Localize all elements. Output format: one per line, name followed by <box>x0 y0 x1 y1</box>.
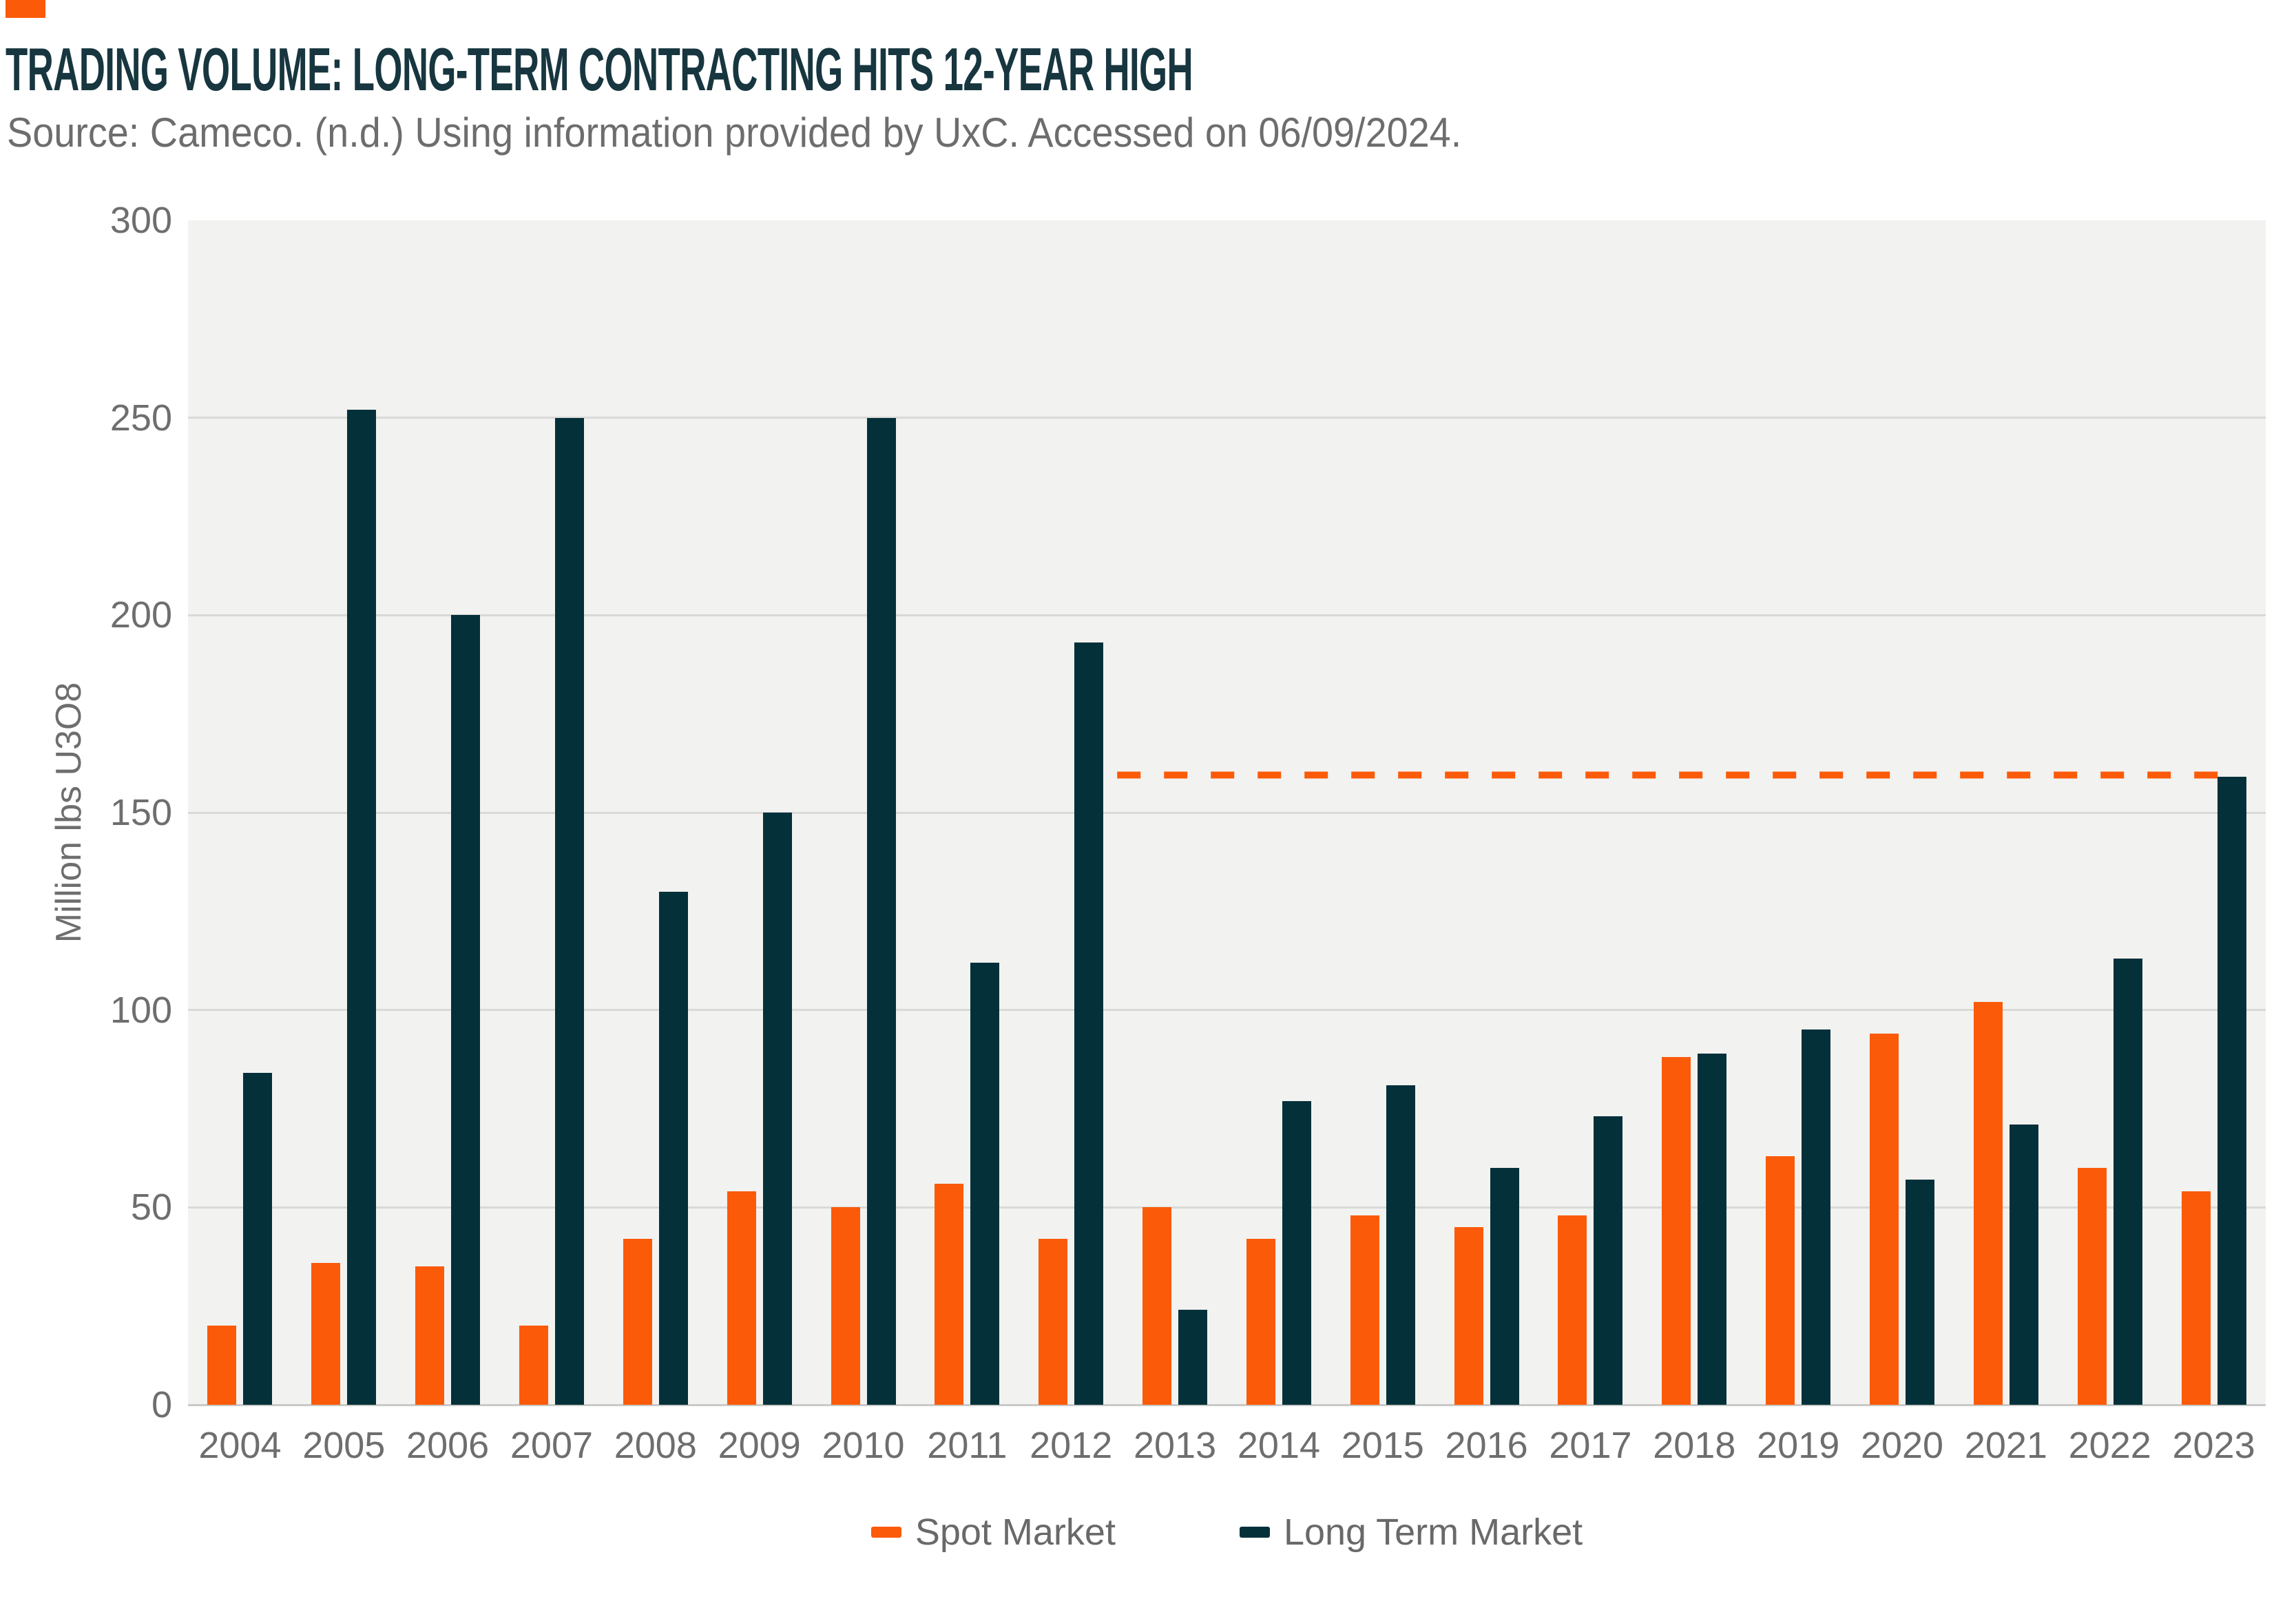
bar-spot-2009 <box>727 1191 756 1405</box>
bar-spot-2005 <box>311 1262 341 1405</box>
source-citation: Source: Cameco. (n.d.) Using information… <box>7 109 1462 156</box>
x-tick-label-2015: 2015 <box>1341 1425 1424 1466</box>
y-tick-label-0: 0 <box>151 1384 172 1425</box>
legend-label: Spot Market <box>915 1512 1116 1553</box>
bar-spot-2016 <box>1454 1227 1483 1405</box>
gridline-250 <box>188 417 2266 419</box>
bar-longterm-2008 <box>658 891 688 1405</box>
x-tick-label-2014: 2014 <box>1237 1425 1320 1466</box>
x-tick-label-2010: 2010 <box>822 1425 905 1466</box>
x-tick-label-2020: 2020 <box>1860 1425 1944 1466</box>
bar-longterm-2007 <box>554 417 584 1405</box>
x-tick-label-2007: 2007 <box>510 1425 594 1466</box>
bar-longterm-2015 <box>1386 1085 1415 1405</box>
brand-accent-block <box>6 0 45 18</box>
bar-longterm-2011 <box>970 962 1000 1405</box>
x-tick-label-2011: 2011 <box>927 1425 1008 1466</box>
x-tick-label-2017: 2017 <box>1549 1425 1632 1466</box>
x-tick-label-2021: 2021 <box>1964 1425 2047 1466</box>
legend-swatch-icon <box>870 1527 901 1538</box>
bar-spot-2013 <box>1142 1207 1172 1405</box>
bar-spot-2014 <box>1246 1239 1275 1405</box>
x-tick-label-2008: 2008 <box>614 1425 697 1466</box>
bar-longterm-2016 <box>1490 1168 1519 1405</box>
bar-longterm-2010 <box>866 417 896 1405</box>
bar-spot-2023 <box>2181 1191 2211 1405</box>
x-tick-label-2023: 2023 <box>2172 1425 2255 1466</box>
legend-item-long-term-market: Long Term Market <box>1239 1512 1583 1553</box>
bar-longterm-2020 <box>1906 1180 1935 1405</box>
x-tick-label-2019: 2019 <box>1757 1425 1840 1466</box>
y-tick-label-150: 150 <box>109 792 172 833</box>
bar-spot-2021 <box>1973 1002 2003 1405</box>
bar-spot-2011 <box>935 1183 964 1405</box>
legend-swatch-icon <box>1239 1527 1270 1538</box>
bar-longterm-2017 <box>1594 1116 1623 1405</box>
bar-longterm-2023 <box>2217 777 2246 1405</box>
bar-spot-2007 <box>519 1326 548 1405</box>
bar-longterm-2009 <box>762 813 792 1405</box>
bar-spot-2010 <box>831 1207 860 1405</box>
bar-longterm-2004 <box>243 1073 273 1405</box>
x-tick-label-2004: 2004 <box>198 1425 282 1466</box>
legend-item-spot-market: Spot Market <box>870 1512 1116 1553</box>
x-tick-label-2006: 2006 <box>406 1425 490 1466</box>
bar-longterm-2022 <box>2113 959 2142 1405</box>
x-tick-label-2016: 2016 <box>1445 1425 1528 1466</box>
x-tick-label-2012: 2012 <box>1030 1425 1113 1466</box>
bar-longterm-2019 <box>1802 1029 1831 1405</box>
page-title: TRADING VOLUME: LONG-TERM CONTRACTING HI… <box>6 35 1193 103</box>
x-axis-baseline <box>188 1403 2266 1406</box>
gridline-100 <box>188 1009 2266 1012</box>
bar-spot-2019 <box>1766 1156 1795 1405</box>
x-tick-label-2009: 2009 <box>718 1425 801 1466</box>
bar-spot-2012 <box>1039 1239 1068 1405</box>
bar-spot-2006 <box>415 1266 445 1405</box>
bar-spot-2004 <box>207 1326 237 1405</box>
bar-spot-2015 <box>1350 1215 1379 1405</box>
x-tick-label-2005: 2005 <box>302 1425 386 1466</box>
bar-spot-2018 <box>1662 1057 1691 1405</box>
bar-longterm-2014 <box>1282 1100 1311 1405</box>
x-tick-label-2018: 2018 <box>1653 1425 1736 1466</box>
y-tick-label-300: 300 <box>109 200 172 241</box>
bar-spot-2022 <box>2077 1168 2107 1405</box>
gridline-50 <box>188 1206 2266 1209</box>
gridline-200 <box>188 614 2266 616</box>
bar-longterm-2006 <box>451 615 481 1405</box>
y-tick-label-100: 100 <box>109 989 172 1031</box>
x-tick-label-2022: 2022 <box>2068 1425 2151 1466</box>
legend-label: Long Term Market <box>1283 1512 1583 1553</box>
bar-longterm-2012 <box>1074 642 1104 1405</box>
y-tick-label-50: 50 <box>130 1186 172 1229</box>
bar-longterm-2013 <box>1178 1310 1208 1405</box>
x-tick-label-2013: 2013 <box>1133 1425 1217 1466</box>
gridline-150 <box>188 811 2266 814</box>
bar-longterm-2021 <box>2009 1124 2038 1405</box>
chart-legend: Spot Market Long Term Market <box>188 1512 2266 1553</box>
y-tick-label-200: 200 <box>109 594 172 636</box>
bar-spot-2008 <box>623 1239 652 1405</box>
bar-longterm-2005 <box>347 410 377 1405</box>
bar-spot-2020 <box>1870 1034 1899 1405</box>
bar-spot-2017 <box>1558 1215 1587 1405</box>
bar-longterm-2018 <box>1698 1053 1727 1405</box>
y-tick-label-250: 250 <box>109 397 172 439</box>
